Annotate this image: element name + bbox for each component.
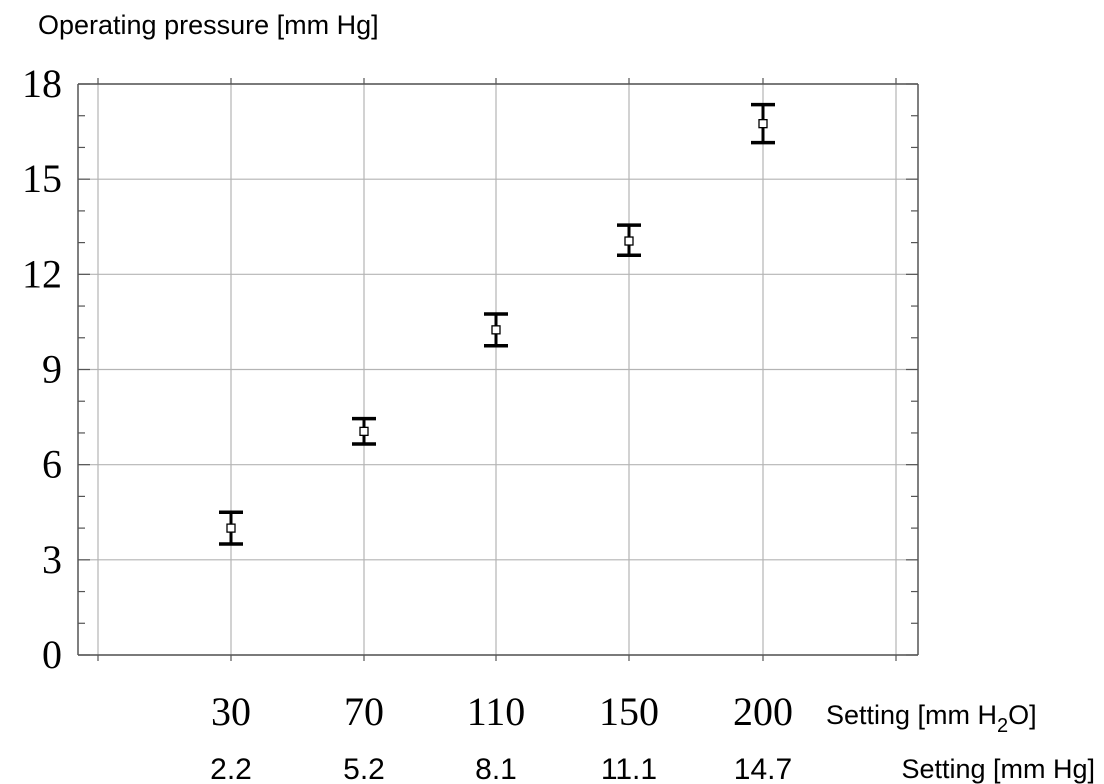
x-tick-label-primary: 70 [344, 689, 384, 734]
y-tick-label: 12 [22, 251, 62, 296]
y-tick-label: 9 [42, 347, 62, 392]
x-tick-label-primary: 200 [733, 689, 793, 734]
x-tick-label-secondary: 14.7 [734, 753, 792, 784]
x-tick-label-primary: 110 [467, 689, 526, 734]
x-tick-label-secondary: 8.1 [475, 753, 517, 784]
x-tick-label-primary: 30 [211, 689, 251, 734]
data-point [491, 325, 501, 335]
y-axis-title: Operating pressure [mm Hg] [38, 10, 379, 40]
data-point [226, 523, 236, 533]
data-point [359, 426, 369, 437]
x-tick-label-secondary: 2.2 [210, 753, 252, 784]
x-axis-title-primary: Setting [mm H2O] [826, 700, 1037, 737]
data-point [758, 119, 768, 129]
x-tick-label-primary: 150 [599, 689, 659, 734]
y-tick-label: 18 [22, 61, 62, 106]
x-tick-label-secondary: 5.2 [343, 753, 385, 784]
data-point [624, 236, 634, 246]
y-tick-label: 0 [42, 632, 62, 677]
y-tick-label: 15 [22, 156, 62, 201]
x-axis-title-secondary: Setting [mm Hg] [901, 754, 1095, 784]
y-tick-label: 3 [42, 537, 62, 582]
y-tick-label: 6 [42, 442, 62, 487]
x-tick-label-secondary: 11.1 [601, 753, 657, 784]
